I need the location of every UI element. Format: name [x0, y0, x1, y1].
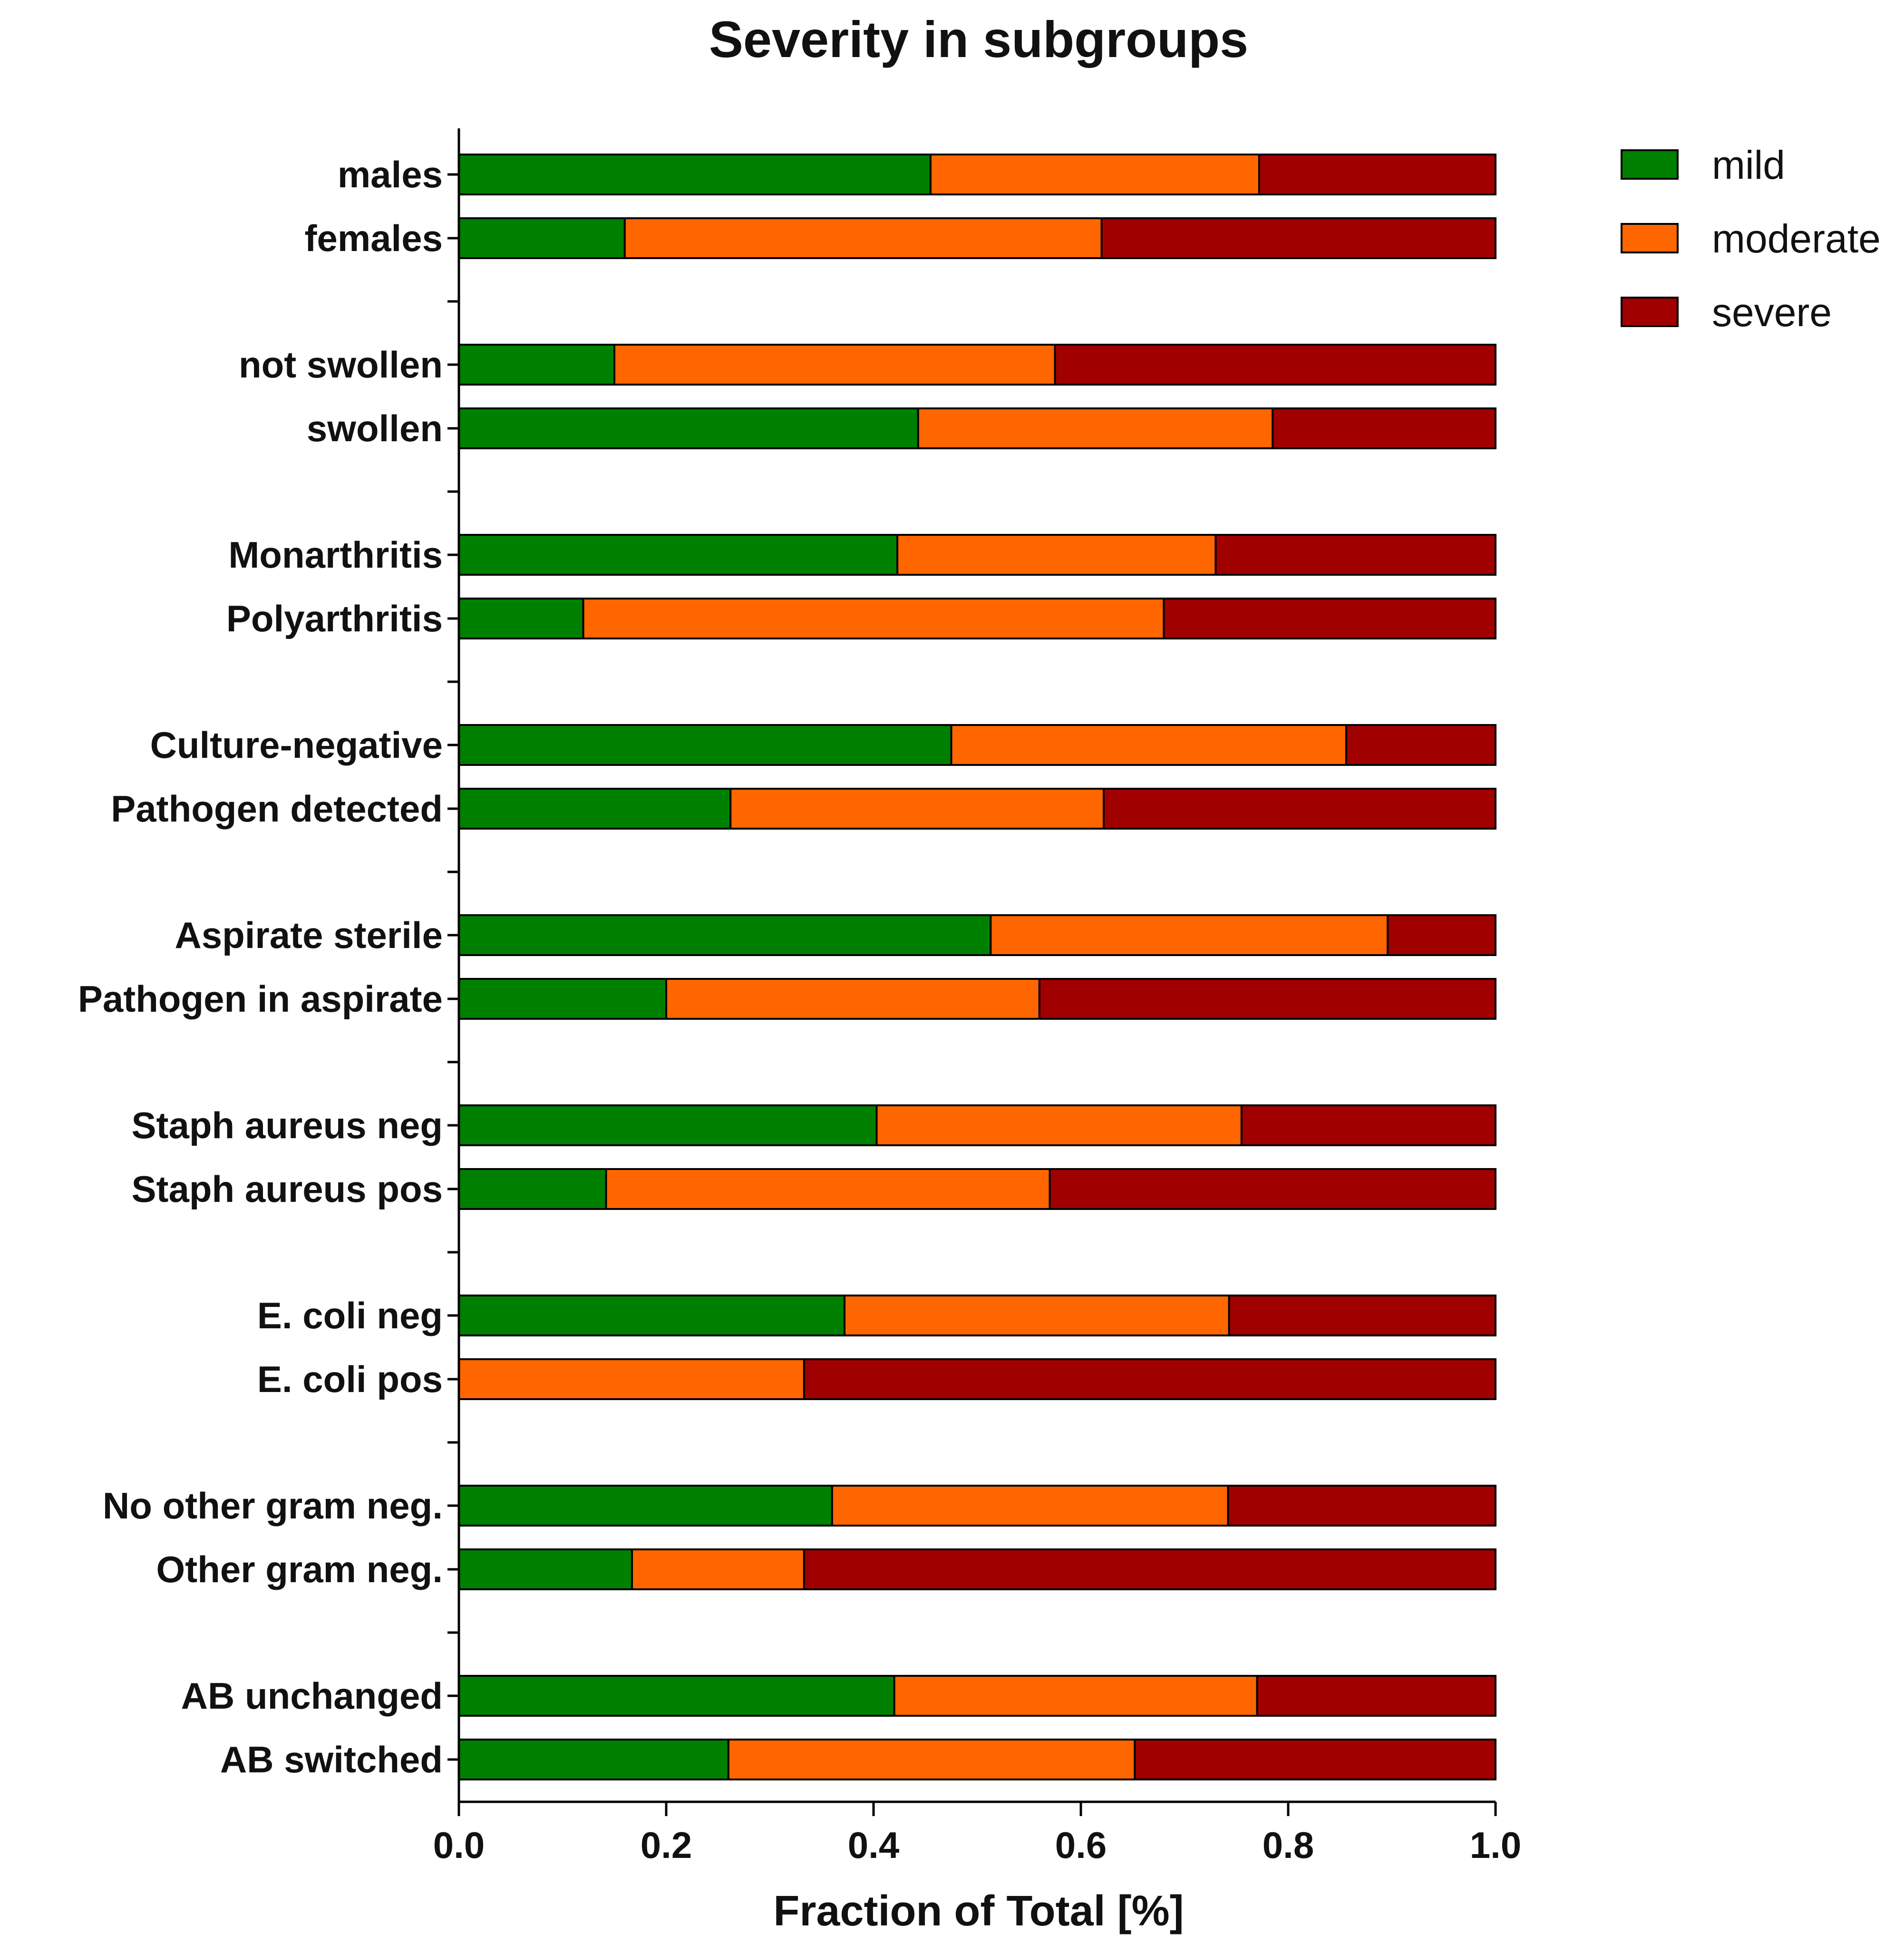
bar-staph-aureus-neg-moderate — [875, 1104, 1243, 1146]
legend-label-moderate: moderate — [1712, 216, 1881, 261]
bar-males-moderate — [929, 154, 1260, 195]
bar-e-coli-pos-severe — [803, 1358, 1496, 1400]
bar-no-other-gram-neg-severe — [1227, 1485, 1497, 1527]
category-label-pathogen-in-aspirate: Pathogen in aspirate — [78, 978, 443, 1020]
bar-culture-negative-severe — [1345, 724, 1497, 766]
bar-staph-aureus-pos-moderate — [605, 1168, 1051, 1210]
category-label-no-other-gram-neg: No other gram neg. — [103, 1485, 443, 1527]
legend-swatch-severe — [1621, 297, 1679, 327]
bar-ab-switched-mild — [458, 1739, 729, 1780]
x-tick-label-0-4: 0.4 — [848, 1824, 899, 1866]
bar-staph-aureus-neg-severe — [1240, 1104, 1496, 1146]
bar-ab-unchanged-severe — [1256, 1675, 1497, 1717]
bar-pathogen-detected-mild — [458, 788, 732, 830]
chart-title: Severity in subgroups — [709, 10, 1248, 68]
bar-not-swollen-mild — [458, 344, 615, 386]
bar-ab-unchanged-moderate — [893, 1675, 1258, 1717]
category-label-females: females — [304, 217, 443, 259]
bar-polyarthritis-moderate — [582, 598, 1165, 639]
bar-e-coli-pos-moderate — [458, 1358, 805, 1400]
bar-monarthritis-severe — [1214, 534, 1496, 576]
category-label-swollen: swollen — [307, 407, 443, 449]
legend-label-mild: mild — [1712, 143, 1785, 187]
bar-pathogen-detected-severe — [1102, 788, 1496, 830]
category-label-aspirate-sterile: Aspirate sterile — [175, 914, 443, 956]
x-axis: 0.0 0.2 0.4 0.6 0.8 1.0 — [433, 1800, 1521, 1866]
category-label-culture-negative: Culture-negative — [150, 724, 443, 766]
bar-polyarthritis-severe — [1163, 598, 1496, 639]
category-label-monarthritis: Monarthritis — [228, 534, 443, 576]
x-tick-label-0-6: 0.6 — [1055, 1824, 1107, 1866]
bar-no-other-gram-neg-mild — [458, 1485, 833, 1527]
category-label-ab-unchanged: AB unchanged — [181, 1675, 443, 1717]
bar-females-mild — [458, 217, 626, 259]
y-axis: males females not swollen swollen Monarthrit… — [78, 128, 460, 1802]
bar-aspirate-sterile-severe — [1387, 914, 1497, 956]
bar-males-severe — [1258, 154, 1496, 195]
bar-monarthritis-moderate — [896, 534, 1217, 576]
x-tick-label-0-2: 0.2 — [641, 1824, 692, 1866]
bars-layer — [458, 154, 1497, 1780]
bar-e-coli-neg-moderate — [843, 1295, 1230, 1336]
bar-swollen-severe — [1272, 407, 1497, 449]
bar-no-other-gram-neg-moderate — [831, 1485, 1229, 1527]
bar-e-coli-neg-severe — [1228, 1295, 1496, 1336]
legend: mild moderate severe — [1621, 143, 1881, 335]
category-label-polyarthritis: Polyarthritis — [226, 598, 443, 639]
category-label-not-swollen: not swollen — [239, 344, 443, 386]
x-tick-label-0-0: 0.0 — [433, 1824, 485, 1866]
bar-staph-aureus-pos-mild — [458, 1168, 607, 1210]
bar-not-swollen-moderate — [613, 344, 1056, 386]
x-tick-label-0-8: 0.8 — [1263, 1824, 1314, 1866]
legend-label-severe: severe — [1712, 290, 1832, 335]
category-label-pathogen-detected: Pathogen detected — [111, 788, 443, 830]
bar-females-moderate — [623, 217, 1103, 259]
category-label-other-gram-neg: Other gram neg. — [156, 1548, 443, 1590]
bar-pathogen-detected-moderate — [729, 788, 1105, 830]
legend-swatch-moderate — [1621, 223, 1679, 253]
category-label-ab-switched: AB switched — [220, 1739, 443, 1780]
bar-not-swollen-severe — [1054, 344, 1496, 386]
bar-ab-unchanged-mild — [458, 1675, 895, 1717]
bar-pathogen-in-aspirate-mild — [458, 978, 667, 1020]
x-tick-label-1-0: 1.0 — [1470, 1824, 1521, 1866]
bar-other-gram-neg-mild — [458, 1548, 633, 1590]
category-label-staph-aureus-neg: Staph aureus neg — [132, 1104, 443, 1146]
bar-swollen-moderate — [917, 407, 1274, 449]
category-label-staph-aureus-pos: Staph aureus pos — [132, 1168, 443, 1210]
category-label-e-coli-pos: E. coli pos — [257, 1358, 443, 1400]
bar-other-gram-neg-severe — [803, 1548, 1496, 1590]
category-label-males: males — [338, 154, 443, 195]
bar-aspirate-sterile-mild — [458, 914, 992, 956]
bar-e-coli-neg-mild — [458, 1295, 845, 1336]
bar-culture-negative-moderate — [950, 724, 1348, 766]
bar-swollen-mild — [458, 407, 919, 449]
bar-ab-switched-severe — [1134, 1739, 1497, 1780]
bar-ab-switched-moderate — [727, 1739, 1136, 1780]
bar-females-severe — [1100, 217, 1497, 259]
bar-pathogen-in-aspirate-moderate — [665, 978, 1040, 1020]
bar-pathogen-in-aspirate-severe — [1038, 978, 1497, 1020]
bar-culture-negative-mild — [458, 724, 952, 766]
x-axis-title: Fraction of Total [%] — [773, 1887, 1184, 1935]
bar-aspirate-sterile-moderate — [990, 914, 1389, 956]
bar-other-gram-neg-moderate — [631, 1548, 805, 1590]
bar-staph-aureus-neg-mild — [458, 1104, 878, 1146]
legend-swatch-mild — [1621, 149, 1679, 180]
category-label-e-coli-neg: E. coli neg — [257, 1295, 443, 1336]
bar-monarthritis-mild — [458, 534, 899, 576]
bar-polyarthritis-mild — [458, 598, 584, 639]
bar-males-mild — [458, 154, 932, 195]
bar-staph-aureus-pos-severe — [1049, 1168, 1497, 1210]
